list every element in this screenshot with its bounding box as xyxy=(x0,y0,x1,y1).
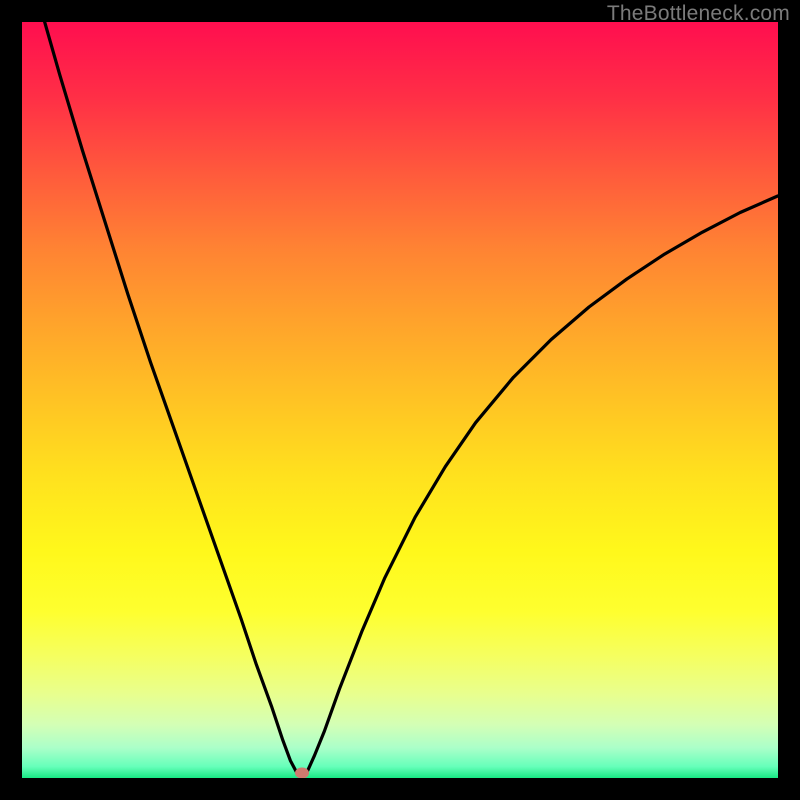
chart-outer-frame: TheBottleneck.com xyxy=(0,0,800,800)
curve-path xyxy=(45,22,778,776)
optimum-marker xyxy=(295,768,309,778)
plot-area xyxy=(22,22,778,778)
bottleneck-curve xyxy=(22,22,778,778)
